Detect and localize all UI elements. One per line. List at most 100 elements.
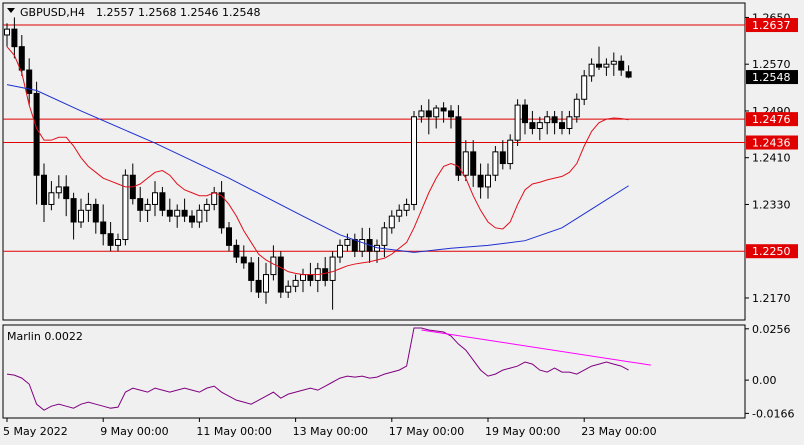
- price-tick-label: 1.2570: [752, 58, 791, 71]
- candle-body: [70, 198, 77, 223]
- candle-body: [100, 221, 107, 235]
- candle-body: [529, 122, 536, 129]
- candle-body: [144, 203, 151, 211]
- candle-body: [233, 244, 240, 258]
- candle-body: [418, 110, 425, 118]
- candle-body: [18, 46, 25, 71]
- candle-body: [403, 203, 410, 211]
- candle-body: [78, 209, 84, 223]
- price-panel[interactable]: [2, 2, 746, 321]
- candle-body: [477, 174, 484, 188]
- ohlc-values: 1.2557 1.2568 1.2546 1.2548: [96, 6, 260, 19]
- indicator-tick-label: -0.0166: [752, 407, 794, 420]
- candle-body: [559, 122, 565, 129]
- time-tick-label: 5 May 2022: [3, 425, 68, 438]
- candle-body: [588, 63, 595, 77]
- divergence-trendline[interactable]: [421, 329, 651, 366]
- candle-body: [263, 274, 269, 293]
- candle-body: [462, 151, 469, 176]
- candle-body: [33, 92, 40, 176]
- candle-body: [166, 209, 173, 217]
- sma-slow-line: [6, 84, 629, 253]
- candle-body: [240, 256, 247, 264]
- candle-body: [11, 28, 18, 48]
- candle-body: [137, 198, 144, 211]
- marlin-indicator-line: [6, 327, 629, 411]
- candle-body: [248, 262, 255, 281]
- candle-body: [85, 203, 92, 211]
- indicator-tick-label: 0.00: [752, 374, 777, 387]
- candle-body: [196, 209, 203, 223]
- price-tick-label: 1.2170: [752, 292, 791, 305]
- candle-body: [603, 63, 610, 68]
- candle-body: [344, 239, 351, 246]
- candle-body: [411, 116, 417, 205]
- time-tick-label: 13 May 00:00: [293, 425, 368, 438]
- candle-body: [351, 239, 358, 252]
- price-tick-label: 1.2410: [752, 152, 791, 165]
- indicator-tick-label: 0.0256: [752, 323, 791, 336]
- candle-body: [189, 215, 195, 223]
- candle-body: [41, 174, 47, 205]
- level-price-label: 1.2436: [752, 137, 791, 150]
- candle-body: [255, 279, 262, 293]
- symbol-timeframe: GBPUSD,H4: [20, 6, 85, 19]
- candle-body: [581, 75, 588, 100]
- time-tick-label: 23 May 00:00: [581, 425, 656, 438]
- candle-body: [329, 256, 336, 281]
- candle-body: [270, 256, 277, 276]
- level-price-label: 1.2250: [752, 245, 791, 258]
- candle-body: [596, 63, 602, 68]
- candle-body: [307, 274, 314, 281]
- indicator-panel[interactable]: [2, 324, 746, 419]
- candle-body: [455, 116, 462, 176]
- candle-body: [26, 69, 33, 94]
- indicator-label: Marlin 0.0022: [7, 330, 83, 343]
- candle-body: [159, 192, 166, 211]
- candle-body: [618, 60, 625, 71]
- time-tick-label: 19 May 00:00: [485, 425, 560, 438]
- candle-body: [492, 151, 499, 176]
- time-tick-label: 9 May 00:00: [100, 425, 168, 438]
- candle-body: [381, 227, 388, 246]
- candle-body: [322, 268, 329, 281]
- level-price-label-bg: [746, 18, 798, 33]
- candle-body: [92, 203, 99, 223]
- candle-body: [300, 274, 306, 281]
- candle-body: [292, 279, 299, 287]
- candle-body: [396, 209, 403, 217]
- candle-body: [485, 174, 491, 188]
- level-price-label-bg: [746, 112, 798, 127]
- candle-body: [218, 192, 225, 229]
- candle-body: [470, 151, 477, 176]
- candle-body: [507, 139, 514, 165]
- candle-body: [448, 110, 454, 118]
- candle-body: [610, 60, 617, 65]
- candle-body: [359, 239, 366, 252]
- candle-body: [285, 285, 292, 293]
- candle-body: [425, 110, 432, 118]
- candle-body: [107, 233, 114, 246]
- candle-body: [277, 256, 284, 293]
- current-price-label-bg: [746, 70, 798, 85]
- sma-fast-line: [6, 46, 629, 276]
- candle-body: [566, 116, 573, 129]
- level-price-label-bg: [746, 135, 798, 150]
- time-tick-label: 11 May 00:00: [196, 425, 271, 438]
- candle-body: [536, 122, 543, 129]
- candle-body: [551, 116, 558, 124]
- level-price-label: 1.2476: [752, 113, 791, 126]
- candle-body: [181, 209, 188, 217]
- candle-body: [433, 107, 440, 118]
- candle-body: [211, 192, 218, 205]
- dropdown-triangle-icon[interactable]: [7, 8, 15, 13]
- candle-body: [544, 116, 551, 124]
- candle-body: [499, 151, 506, 165]
- candle-body: [203, 203, 210, 211]
- level-price-label-bg: [746, 244, 798, 259]
- candle-body: [4, 28, 10, 36]
- candle-body: [522, 104, 528, 124]
- level-price-label: 1.2637: [752, 19, 791, 32]
- candle-body: [152, 192, 158, 205]
